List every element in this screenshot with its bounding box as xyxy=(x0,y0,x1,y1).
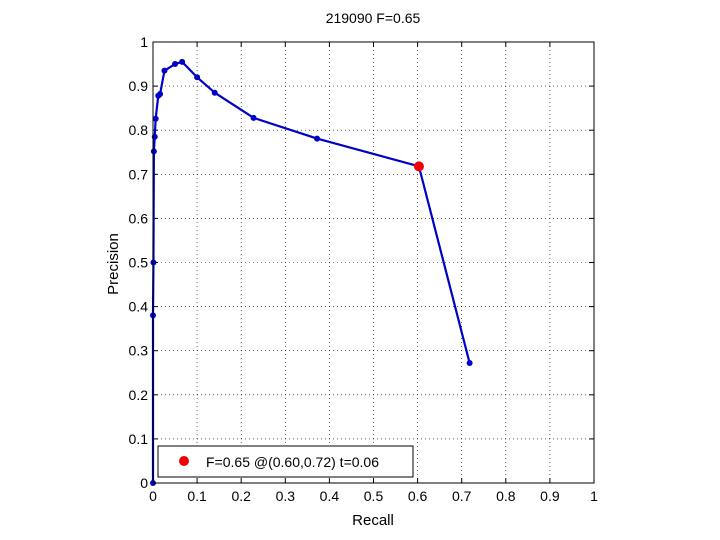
x-axis-label: Recall xyxy=(352,512,394,529)
x-tick-label: 0.7 xyxy=(452,488,472,504)
y-tick-label: 0.5 xyxy=(129,255,149,271)
y-tick-label: 0.2 xyxy=(129,387,149,403)
y-tick-label: 0 xyxy=(140,475,148,491)
x-tick-label: 0.3 xyxy=(276,488,296,504)
series-group xyxy=(150,58,473,486)
data-point xyxy=(466,360,473,367)
y-tick-label: 0.7 xyxy=(129,166,149,182)
x-tick-label: 1 xyxy=(590,488,598,504)
x-tick-label: 0.6 xyxy=(408,488,428,504)
data-point xyxy=(150,148,157,155)
legend-entry: F=0.65 @(0.60,0.72) t=0.06 xyxy=(206,454,379,470)
x-tick-label: 0.5 xyxy=(364,488,384,504)
legend-marker xyxy=(179,456,189,466)
axes-border xyxy=(152,41,595,484)
x-tick-label: 0.1 xyxy=(187,488,207,504)
y-axis-label: Precision xyxy=(105,233,122,295)
data-point xyxy=(157,91,164,98)
x-tick-label: 0.8 xyxy=(496,488,516,504)
data-point xyxy=(211,89,218,96)
y-tick-label: 0.6 xyxy=(129,210,149,226)
x-tick-label: 0.4 xyxy=(320,488,340,504)
data-point xyxy=(152,115,159,122)
x-tick-label: 0.2 xyxy=(231,488,251,504)
data-point xyxy=(179,58,186,65)
y-tick-label: 0.4 xyxy=(129,299,149,315)
y-tick-label: 0.1 xyxy=(129,431,149,447)
y-tick-label: 0.9 xyxy=(129,78,149,94)
grid xyxy=(153,42,594,483)
x-tick-label: 0.9 xyxy=(540,488,560,504)
y-tick-label: 0.3 xyxy=(129,343,149,359)
x-tick-label: 0 xyxy=(149,488,157,504)
legend-box xyxy=(157,445,414,478)
data-point xyxy=(314,135,321,142)
chart-title: 219090 F=0.65 xyxy=(326,10,421,26)
tick-labels: 0 0.1 0.2 0.3 0.4 0.5 0.6 0.7 0.8 0.9 1 0 0.1 0.2 0.3 0… xyxy=(129,34,599,504)
highlight-point xyxy=(413,161,424,172)
data-point xyxy=(161,67,168,74)
legend: F=0.65 @(0.60,0.72) t=0.06 xyxy=(157,445,414,478)
data-point xyxy=(250,114,257,121)
plot-area xyxy=(150,41,595,486)
data-point xyxy=(172,61,179,68)
y-tick-label: 0.8 xyxy=(129,122,149,138)
data-point xyxy=(194,74,201,81)
y-tick-label: 1 xyxy=(140,34,148,50)
